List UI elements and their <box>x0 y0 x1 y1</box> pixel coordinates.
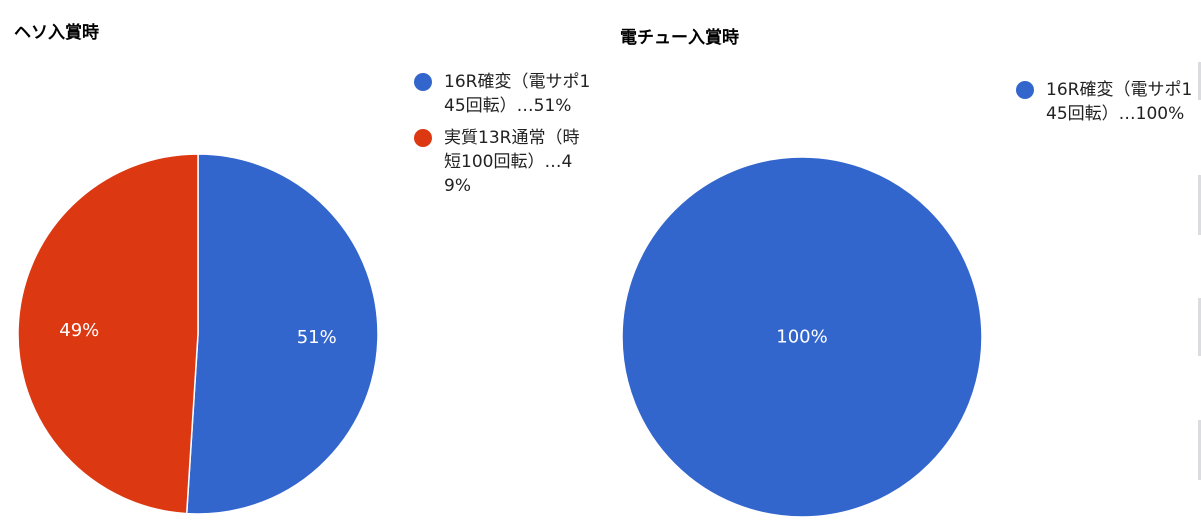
scroll-edge-mark <box>1198 175 1201 235</box>
legend-label: 実質13R通常（時短100回転）…49% <box>444 128 580 196</box>
pie-slice[interactable] <box>621 156 983 518</box>
legend-marker <box>414 129 432 147</box>
legend-item[interactable]: 16R確変（電サポ145回転）…51% <box>414 70 594 118</box>
legend-marker <box>414 73 432 91</box>
legend-heso: 16R確変（電サポ145回転）…51% 実質13R通常（時短100回転）…49% <box>414 70 594 206</box>
pie-slice[interactable] <box>17 153 199 515</box>
legend-label: 16R確変（電サポ145回転）…51% <box>444 72 591 116</box>
scroll-edge-mark <box>1198 62 1201 100</box>
pie-chart-dencyu: 100% <box>621 156 983 518</box>
pie-chart-heso: 51% 49% <box>17 153 379 515</box>
legend-label: 16R確変（電サポ145回転）…100% <box>1046 80 1193 124</box>
chart-title-dencyu: 電チュー入賞時 <box>620 28 739 48</box>
chart-title-heso: ヘソ入賞時 <box>14 23 99 43</box>
scroll-edge-mark <box>1198 420 1201 480</box>
slice-value-label: 100% <box>776 327 827 348</box>
scroll-edge-mark <box>1198 298 1201 356</box>
slice-value-label: 49% <box>59 320 99 341</box>
pie-slice[interactable] <box>185 153 379 515</box>
legend-item[interactable]: 16R確変（電サポ145回転）…100% <box>1016 78 1201 126</box>
legend-item[interactable]: 実質13R通常（時短100回転）…49% <box>414 126 594 198</box>
legend-dencyu: 16R確変（電サポ145回転）…100% <box>1016 78 1201 134</box>
slice-value-label: 51% <box>297 327 337 348</box>
legend-marker <box>1016 81 1034 99</box>
